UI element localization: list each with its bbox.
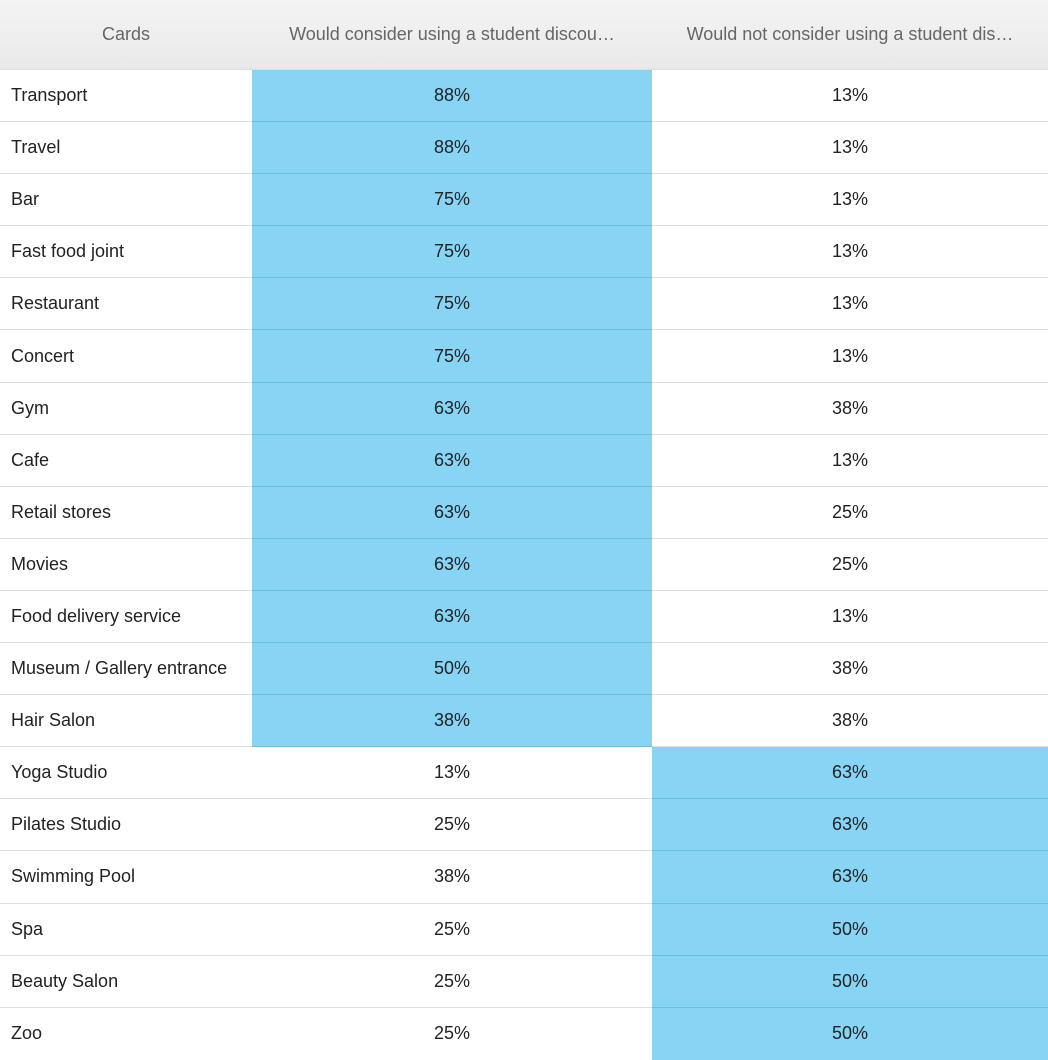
- would-not-consider-cell: 13%: [652, 122, 1048, 175]
- would-not-consider-cell: 50%: [652, 903, 1048, 956]
- table-row: Swimming Pool 38% 63%: [0, 851, 1048, 904]
- card-name-cell: Yoga Studio: [0, 747, 252, 800]
- would-consider-cell: 25%: [252, 904, 652, 956]
- table-row: Zoo 25% 50%: [0, 1007, 1048, 1060]
- would-consider-cell: 50%: [252, 643, 652, 696]
- would-consider-cell: 25%: [433, 1023, 471, 1044]
- would-not-consider-cell: 13%: [652, 591, 1048, 644]
- card-name-cell: Travel: [0, 122, 252, 175]
- would-not-consider-cell: 38%: [652, 643, 1048, 696]
- card-name-cell: Beauty Salon: [0, 956, 252, 1008]
- would-consider-cell: 13%: [252, 747, 652, 800]
- table-row: Yoga Studio 13% 63%: [0, 747, 1048, 800]
- column-header-would-consider[interactable]: Would consider using a student discou…: [289, 24, 615, 44]
- table-row: Restaurant 75% 13%: [0, 278, 1048, 331]
- card-name-cell: Hair Salon: [0, 695, 252, 748]
- table-row: Bar 75% 13%: [0, 174, 1048, 227]
- would-not-consider-cell: 50%: [652, 1007, 1048, 1060]
- would-consider-cell: 25%: [252, 799, 652, 852]
- card-name-cell: Museum / Gallery entrance: [0, 643, 252, 696]
- card-name-cell: Movies: [0, 539, 252, 591]
- would-not-consider-cell: 63%: [652, 799, 1048, 852]
- would-not-consider-cell: 13%: [652, 174, 1048, 227]
- table-row: Spa 25% 50%: [0, 903, 1048, 956]
- would-consider-cell: 63%: [252, 382, 652, 435]
- table-row: Fast food joint 75% 13%: [0, 226, 1048, 279]
- table-row: Movies 63% 25%: [0, 538, 1048, 591]
- would-consider-cell: 75%: [252, 278, 652, 331]
- would-consider-cell: 38%: [252, 851, 652, 904]
- table-header: Cards Would consider using a student dis…: [0, 0, 1048, 70]
- card-name-cell: Fast food joint: [0, 226, 252, 279]
- table-row: Beauty Salon 25% 50%: [0, 955, 1048, 1008]
- would-consider-cell: 88%: [252, 70, 652, 123]
- would-consider-cell: 75%: [252, 226, 652, 279]
- table-row: Pilates Studio 25% 63%: [0, 799, 1048, 852]
- card-name-cell: Spa: [0, 904, 252, 956]
- table-row: Cafe 63% 13%: [0, 434, 1048, 487]
- card-name-cell: Bar: [0, 174, 252, 227]
- would-not-consider-cell: 13%: [652, 70, 1048, 123]
- would-not-consider-cell: 63%: [652, 851, 1048, 904]
- card-name-cell: Swimming Pool: [0, 851, 252, 904]
- card-name-cell: Cafe: [0, 435, 252, 487]
- would-consider-cell: 75%: [252, 330, 652, 383]
- would-not-consider-cell: 13%: [652, 330, 1048, 383]
- table-row: Food delivery service 63% 13%: [0, 590, 1048, 644]
- would-not-consider-cell: 13%: [652, 278, 1048, 331]
- card-name-cell: Transport: [0, 70, 252, 123]
- would-not-consider-cell: 13%: [652, 226, 1048, 279]
- would-not-consider-cell: 25%: [652, 539, 1048, 591]
- would-not-consider-cell: 13%: [652, 435, 1048, 487]
- would-consider-cell: 75%: [252, 174, 652, 227]
- would-not-consider-cell: 25%: [652, 487, 1048, 539]
- would-consider-cell: 25%: [252, 956, 652, 1008]
- card-name-cell: Pilates Studio: [0, 799, 252, 852]
- table-row: Transport 88% 13%: [0, 70, 1048, 123]
- would-not-consider-cell: 38%: [652, 383, 1048, 435]
- column-header-cards[interactable]: Cards: [101, 24, 150, 44]
- table-row: Travel 88% 13%: [0, 122, 1048, 175]
- card-name-cell: Zoo: [11, 1023, 43, 1044]
- table-row: Museum / Gallery entrance 50% 38%: [0, 643, 1048, 696]
- column-header-would-not-consider[interactable]: Would not consider using a student dis…: [686, 24, 1014, 44]
- card-name-cell: Restaurant: [0, 278, 252, 331]
- card-name-cell: Gym: [0, 383, 252, 435]
- would-not-consider-cell: 38%: [652, 695, 1048, 748]
- would-consider-cell: 38%: [252, 695, 652, 748]
- would-consider-cell: 63%: [252, 538, 652, 591]
- table-body: Transport 88% 13% Travel 88% 13% Bar 75% 13% Fast…: [0, 70, 1048, 1060]
- table-row: Retail stores 63% 25%: [0, 486, 1048, 539]
- would-not-consider-cell: 50%: [652, 955, 1048, 1008]
- would-consider-cell: 63%: [252, 486, 652, 539]
- would-consider-cell: 63%: [252, 434, 652, 487]
- table-row: Gym 63% 38%: [0, 382, 1048, 435]
- table-row: Hair Salon 38% 38%: [0, 695, 1048, 748]
- table-row: Concert 75% 13%: [0, 330, 1048, 383]
- card-name-cell: Retail stores: [0, 487, 252, 539]
- would-consider-cell: 63%: [252, 590, 652, 644]
- would-consider-cell: 88%: [252, 122, 652, 175]
- card-name-cell: Food delivery service: [0, 591, 252, 644]
- would-not-consider-cell: 63%: [652, 747, 1048, 800]
- card-name-cell: Concert: [0, 330, 252, 383]
